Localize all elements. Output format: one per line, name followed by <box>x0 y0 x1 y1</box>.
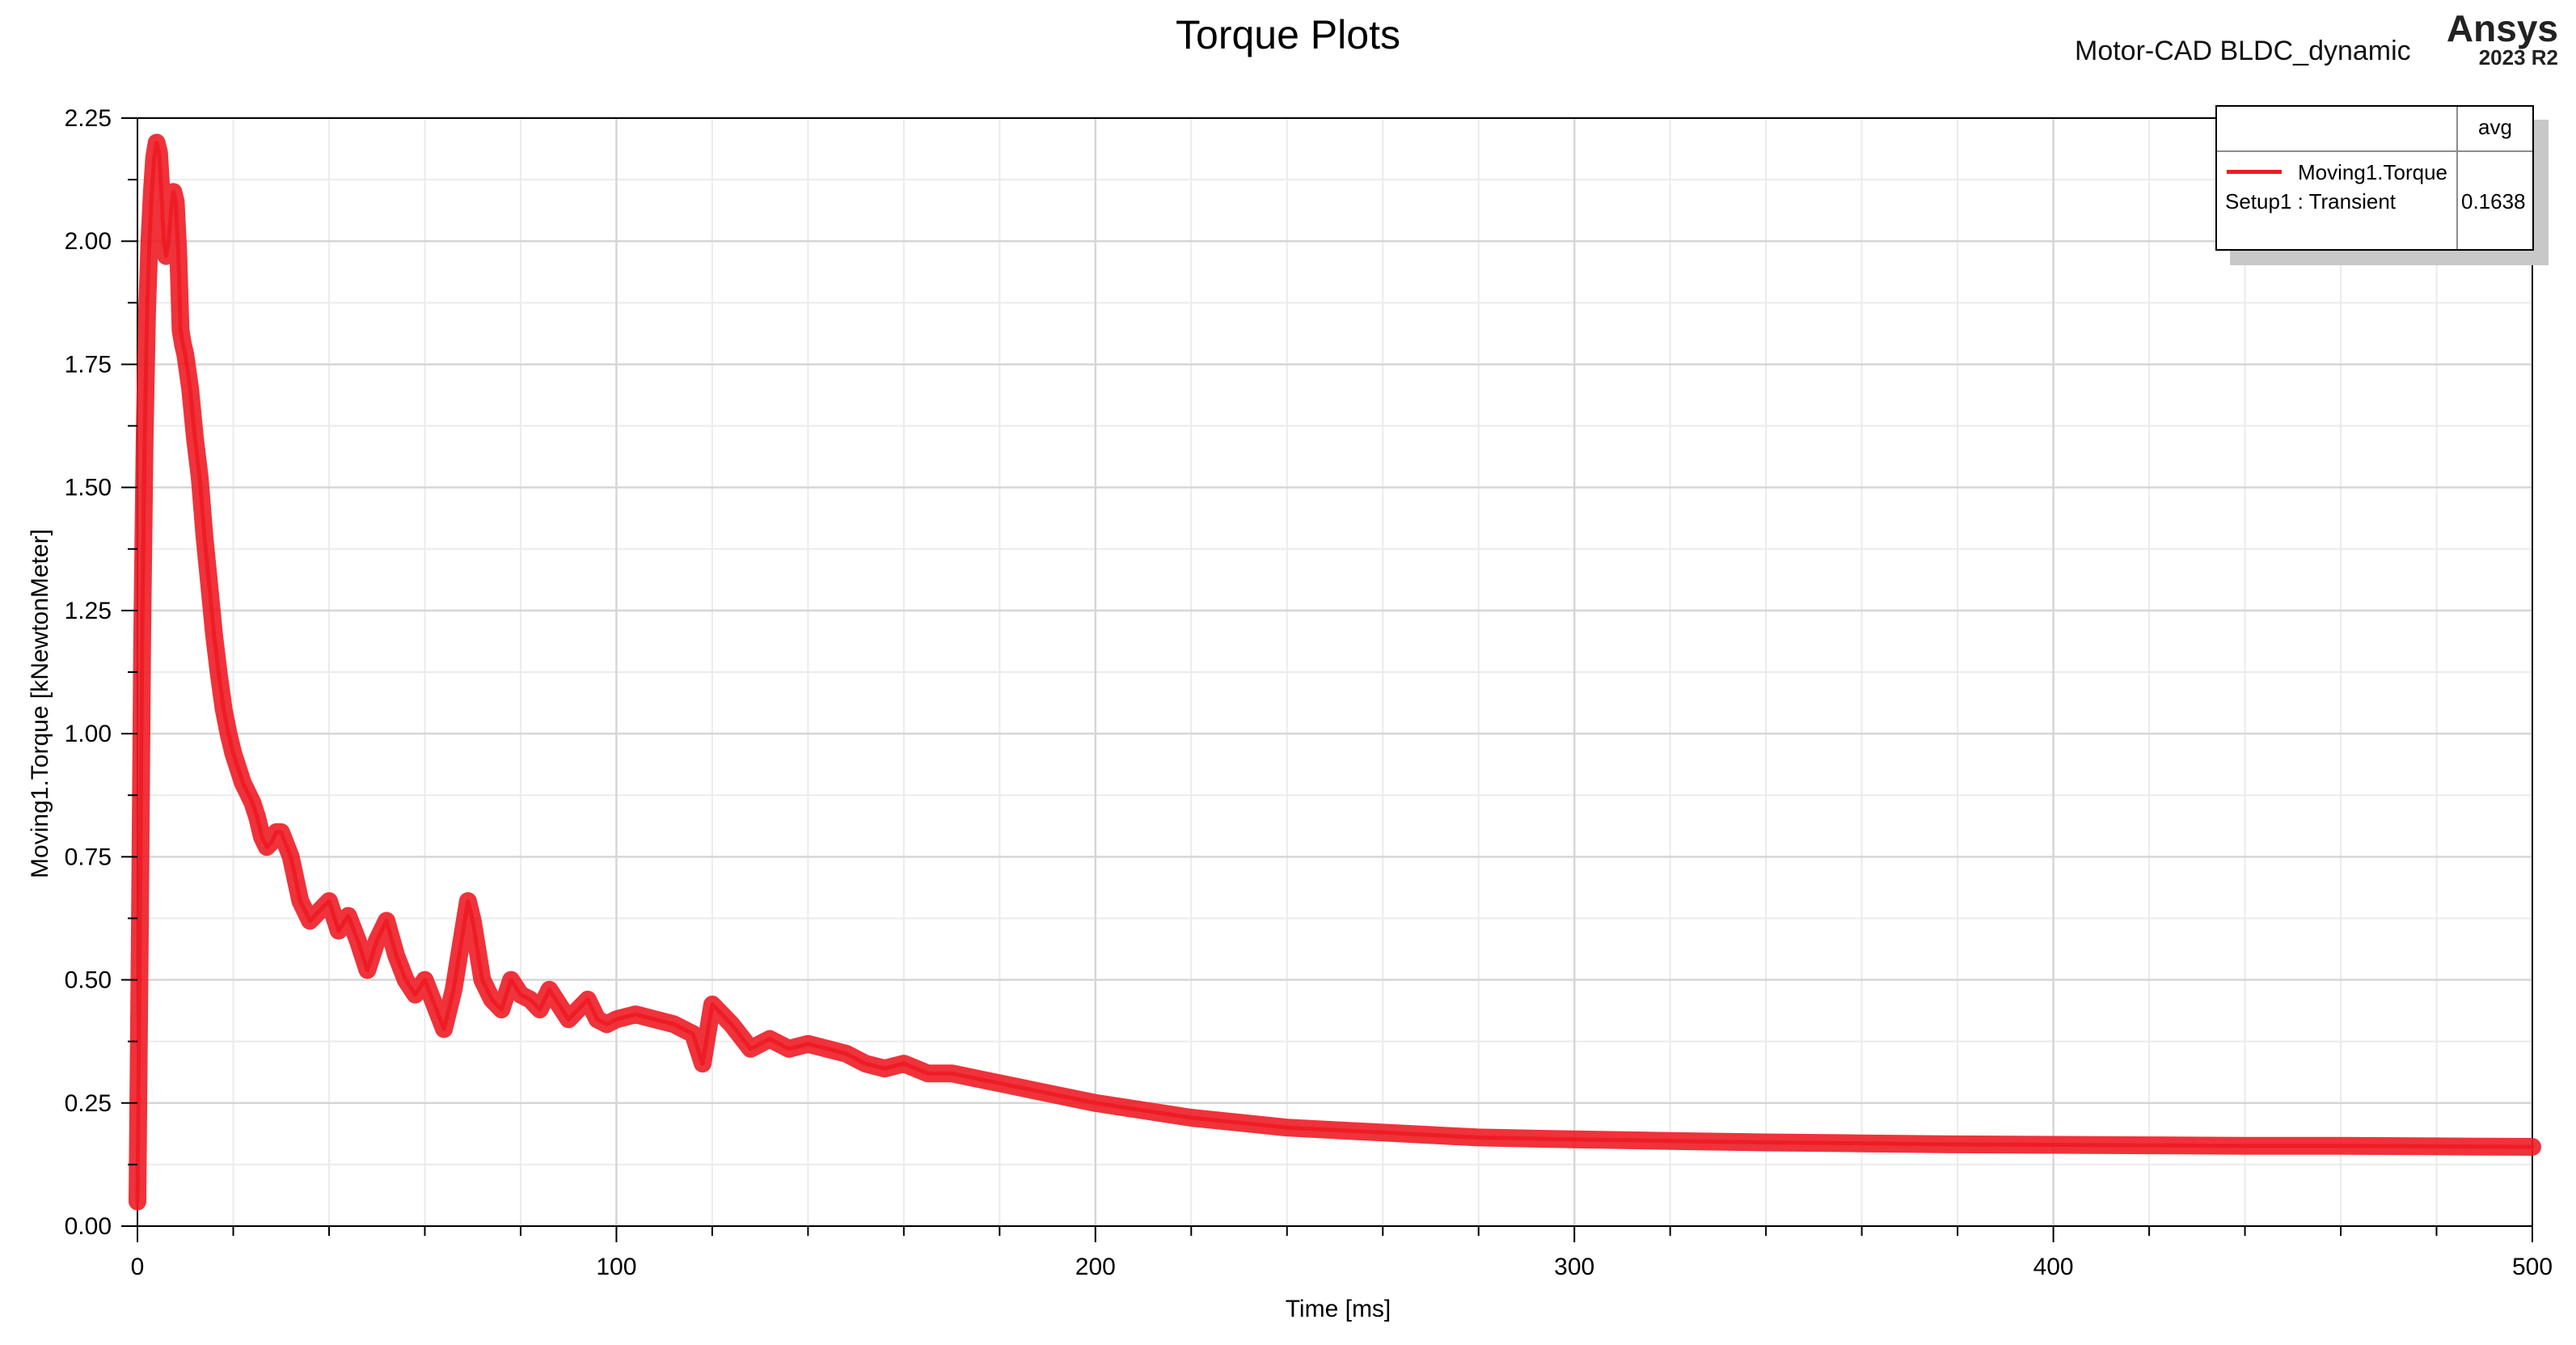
legend-swatch <box>2227 170 2282 174</box>
series-layer <box>129 133 2541 1211</box>
x-tick-label: 300 <box>1554 1254 1594 1280</box>
legend-divider-horizontal <box>2217 150 2532 152</box>
y-tick-label: 1.50 <box>65 475 112 501</box>
y-tick-label: 0.75 <box>65 844 112 870</box>
y-tick-label: 0.25 <box>65 1090 112 1117</box>
x-tick-label: 400 <box>2033 1254 2074 1280</box>
brand-version: 2023 R2 <box>2478 45 2558 70</box>
x-tick-label: 100 <box>596 1254 636 1280</box>
grid <box>137 118 2532 1226</box>
y-tick-label: 0.00 <box>65 1213 112 1240</box>
y-tick-label: 0.50 <box>65 967 112 994</box>
y-tick-label: 1.00 <box>65 721 112 747</box>
x-tick-label: 200 <box>1075 1254 1116 1280</box>
legend[interactable]: avg Moving1.Torque Setup1 : Transient 0.… <box>2215 105 2534 251</box>
legend-setup-name: Setup1 : Transient <box>2225 189 2397 214</box>
legend-series-name: Moving1.Torque <box>2298 160 2447 184</box>
y-axis-label: Moving1.Torque [kNewtonMeter] <box>27 529 53 878</box>
y-tick-label: 1.25 <box>65 598 112 624</box>
x-tick-label: 500 <box>2512 1254 2553 1280</box>
legend-column-header: avg <box>2478 115 2512 139</box>
axis-ticks: 0 100 200 300 400 500 0.00 0.25 0.50 0.75 1.00 1.25… <box>65 105 2553 1280</box>
legend-divider-vertical <box>2456 107 2458 249</box>
chart-title: Torque Plots <box>1176 12 1400 57</box>
brand-logo: Ansys 2023 R2 <box>2445 10 2558 68</box>
y-tick-label: 2.25 <box>65 105 112 132</box>
legend-avg-value: 0.1638 <box>2461 189 2526 214</box>
project-subtitle: Motor-CAD BLDC_dynamic <box>2075 36 2411 66</box>
x-axis-label: Time [ms] <box>1285 1296 1391 1322</box>
brand-name: Ansys <box>2446 7 2558 49</box>
x-tick-label: 0 <box>131 1254 145 1280</box>
y-tick-label: 1.75 <box>65 351 112 378</box>
y-tick-label: 2.00 <box>65 228 112 255</box>
series-line <box>135 140 2535 1204</box>
